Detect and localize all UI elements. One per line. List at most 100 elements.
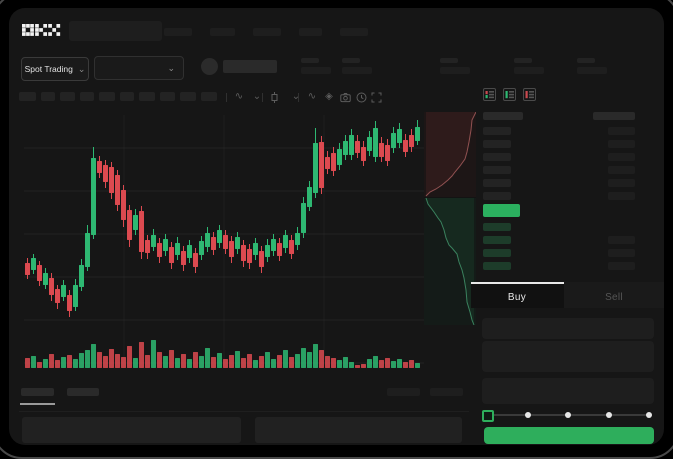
price-input[interactable] <box>482 318 654 339</box>
nav-item-2[interactable] <box>253 28 281 36</box>
nav-item-3[interactable] <box>299 28 322 36</box>
candle-body <box>175 243 180 255</box>
timeframe-pill-5[interactable] <box>120 92 134 101</box>
amount-input[interactable] <box>482 341 654 372</box>
bid-price[interactable] <box>483 223 511 231</box>
stat-value-0 <box>301 67 331 74</box>
ask-amount <box>608 192 635 200</box>
volume-bar <box>109 349 114 368</box>
ask-amount <box>608 127 635 135</box>
candle-body <box>145 240 150 253</box>
total-input[interactable] <box>482 378 654 404</box>
buy-submit-button[interactable] <box>484 427 654 444</box>
history-clock-icon[interactable] <box>356 92 370 103</box>
candle-body <box>67 295 72 311</box>
candle-body <box>253 243 258 255</box>
volume-bar <box>361 364 366 368</box>
ask-price[interactable] <box>483 140 511 148</box>
ask-price[interactable] <box>483 153 511 161</box>
bid-price[interactable] <box>483 249 511 257</box>
volume-bar <box>259 356 264 368</box>
camera-icon[interactable] <box>340 92 354 103</box>
candle-body <box>325 157 330 169</box>
bid-price[interactable] <box>483 262 511 270</box>
book-asks-icon[interactable] <box>523 88 536 101</box>
timeframe-pill-7[interactable] <box>160 92 175 101</box>
timeframe-pill-0[interactable] <box>19 92 36 101</box>
depth-panel[interactable] <box>424 112 476 325</box>
stat-label-0 <box>301 58 319 63</box>
nav-item-4[interactable] <box>340 28 368 36</box>
bottom-tab-1[interactable] <box>67 388 99 396</box>
nav-item-1[interactable] <box>210 28 235 36</box>
slider-stop[interactable] <box>565 412 571 418</box>
candle-style-icon[interactable] <box>269 92 283 103</box>
ask-price[interactable] <box>483 179 511 187</box>
ask-price[interactable] <box>483 127 511 135</box>
search-input[interactable] <box>69 21 162 41</box>
slider-stop[interactable] <box>605 412 612 418</box>
toolbar-divider <box>226 93 227 102</box>
candle-body <box>199 241 204 255</box>
candle-body <box>205 233 210 247</box>
volume-bar <box>85 350 90 368</box>
order-form <box>471 308 664 408</box>
bottom-action-0[interactable] <box>387 388 420 396</box>
ask-price[interactable] <box>483 192 511 200</box>
candle-body <box>385 145 390 161</box>
candle-body <box>343 141 348 155</box>
bid-price[interactable] <box>483 236 511 244</box>
line-chart-icon[interactable]: ∿ <box>307 91 317 102</box>
bottom-tab-0[interactable] <box>21 388 54 396</box>
bottom-action-1[interactable] <box>430 388 463 396</box>
last-price-bar[interactable] <box>483 204 520 217</box>
volume-bar <box>181 354 186 368</box>
timeframe-pill-9[interactable] <box>201 92 217 101</box>
slider-handle[interactable] <box>482 410 494 422</box>
tab-buy[interactable]: Buy <box>471 282 564 308</box>
candle-body <box>235 237 240 249</box>
timeframe-pill-6[interactable] <box>139 92 155 101</box>
amount-slider[interactable] <box>471 406 664 424</box>
bid-amount <box>608 249 635 257</box>
candle-body <box>211 237 216 250</box>
orderbook-header-price <box>483 112 523 120</box>
volume-bar <box>235 351 240 368</box>
timeframe-pill-1[interactable] <box>41 92 55 101</box>
indicators-wave-icon[interactable]: ∿ <box>234 91 244 102</box>
volume-bar <box>139 342 144 368</box>
layers-icon[interactable]: ◈ <box>325 91 333 102</box>
book-bids-icon[interactable] <box>503 88 516 101</box>
nav-item-0[interactable] <box>164 28 192 36</box>
slider-stop[interactable] <box>646 412 652 418</box>
slider-stop[interactable] <box>524 412 531 418</box>
volume-bar <box>127 346 132 368</box>
volume-bar <box>415 363 420 368</box>
sell-tab-label: Sell <box>605 292 623 303</box>
candle-body <box>151 235 156 247</box>
timeframe-pill-8[interactable] <box>180 92 196 101</box>
ask-price[interactable] <box>483 166 511 174</box>
volume-bar <box>103 356 108 368</box>
candle-body <box>331 153 336 171</box>
candle-body <box>31 258 36 270</box>
market-type-dropdown[interactable]: Spot Trading ⌄ <box>21 57 89 81</box>
fullscreen-icon[interactable] <box>371 92 385 103</box>
tab-sell[interactable]: Sell <box>564 282 664 308</box>
timeframe-pill-3[interactable] <box>80 92 94 101</box>
candle-body <box>85 233 90 267</box>
stat-value-3 <box>514 67 544 74</box>
timeframe-pill-4[interactable] <box>99 92 115 101</box>
candle-body <box>229 241 234 257</box>
volume-bar <box>193 352 198 368</box>
chevron-down-icon[interactable]: ⌄ <box>252 91 262 102</box>
timeframe-pill-2[interactable] <box>60 92 75 101</box>
volume-bar <box>349 362 354 368</box>
chevron-down-icon[interactable]: ⌄ <box>291 91 301 102</box>
book-combined-icon[interactable] <box>483 88 496 101</box>
candlestick-chart[interactable] <box>24 115 424 370</box>
volume-bar <box>73 359 78 368</box>
okx-logo-icon[interactable] <box>22 24 62 37</box>
stat-label-3 <box>514 58 532 63</box>
pair-selector-dropdown[interactable]: ⌄ <box>94 56 184 80</box>
